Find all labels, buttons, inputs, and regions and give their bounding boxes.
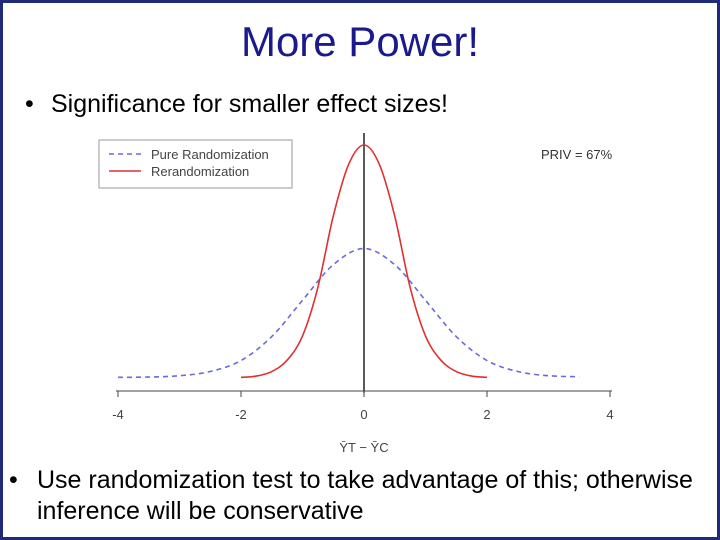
- x-tick-label: 4: [606, 407, 613, 422]
- density-chart: -4 -2 0 2 4 ȲT − ȲC PRIV = 67% Pure Randomiza…: [98, 133, 614, 455]
- bullet-dot: •: [25, 90, 34, 118]
- x-tick-label: -4: [112, 407, 124, 422]
- legend-box: [98, 139, 293, 189]
- x-tick-label: 2: [483, 407, 490, 422]
- x-tick-label: -2: [235, 407, 247, 422]
- legend-label: Rerandomization: [151, 164, 249, 179]
- series-pure-randomization-line: [117, 247, 580, 379]
- bullet-dot: •: [9, 466, 18, 494]
- slide-title: More Power!: [240, 18, 480, 65]
- bullet-2: • Use randomization test to take advanta…: [9, 465, 697, 528]
- bullet-1-text: Significance for smaller effect sizes!: [51, 90, 448, 118]
- bullet-2-text: Use randomization test to take advantage…: [37, 466, 693, 526]
- x-tick-label: 0: [360, 407, 367, 422]
- series-rerandomization-line: [240, 144, 488, 379]
- x-axis-label: ȲT − ȲC: [339, 440, 388, 455]
- priv-annotation: PRIV = 67%: [541, 147, 613, 162]
- bullet-1: • Significance for smaller effect sizes!: [25, 89, 448, 120]
- legend-label: Pure Randomization: [151, 147, 269, 162]
